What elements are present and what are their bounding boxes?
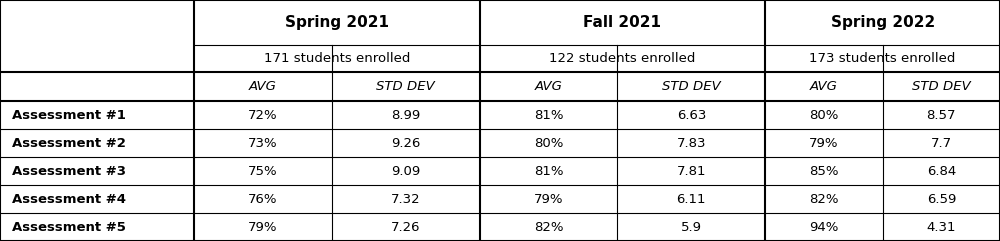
Text: STD DEV: STD DEV	[376, 80, 435, 93]
Text: Assessment #5: Assessment #5	[12, 221, 126, 234]
Text: 6.63: 6.63	[677, 109, 706, 122]
Text: Spring 2022: Spring 2022	[831, 15, 935, 30]
Text: 94%: 94%	[809, 221, 839, 234]
Text: 72%: 72%	[248, 109, 278, 122]
Text: 122 students enrolled: 122 students enrolled	[549, 52, 696, 65]
Text: 85%: 85%	[809, 165, 839, 178]
Text: STD DEV: STD DEV	[662, 80, 721, 93]
Text: 8.99: 8.99	[391, 109, 420, 122]
Text: 171 students enrolled: 171 students enrolled	[264, 52, 410, 65]
Text: 6.11: 6.11	[677, 193, 706, 206]
Text: 75%: 75%	[248, 165, 278, 178]
Text: 82%: 82%	[534, 221, 563, 234]
Text: 80%: 80%	[534, 137, 563, 150]
Text: 5.9: 5.9	[681, 221, 702, 234]
Text: 7.7: 7.7	[931, 137, 952, 150]
Text: 9.09: 9.09	[391, 165, 420, 178]
Text: Assessment #4: Assessment #4	[12, 193, 126, 206]
Text: 73%: 73%	[248, 137, 278, 150]
Text: AVG: AVG	[249, 80, 277, 93]
Text: 79%: 79%	[248, 221, 278, 234]
Text: 76%: 76%	[248, 193, 278, 206]
Text: 81%: 81%	[534, 165, 563, 178]
Text: 6.59: 6.59	[927, 193, 956, 206]
Text: 9.26: 9.26	[391, 137, 420, 150]
Text: 79%: 79%	[534, 193, 563, 206]
Text: 7.32: 7.32	[391, 193, 420, 206]
Text: Assessment #1: Assessment #1	[12, 109, 126, 122]
Text: 6.84: 6.84	[927, 165, 956, 178]
Text: Fall 2021: Fall 2021	[583, 15, 661, 30]
Text: 4.31: 4.31	[927, 221, 956, 234]
Text: Spring 2021: Spring 2021	[285, 15, 389, 30]
Text: 7.81: 7.81	[677, 165, 706, 178]
Text: 8.57: 8.57	[927, 109, 956, 122]
Text: 7.83: 7.83	[677, 137, 706, 150]
Text: 79%: 79%	[809, 137, 839, 150]
Text: 173 students enrolled: 173 students enrolled	[809, 52, 956, 65]
Text: STD DEV: STD DEV	[912, 80, 971, 93]
Text: AVG: AVG	[535, 80, 562, 93]
Text: Assessment #3: Assessment #3	[12, 165, 126, 178]
Text: 7.26: 7.26	[391, 221, 420, 234]
Text: Assessment #2: Assessment #2	[12, 137, 126, 150]
Text: AVG: AVG	[810, 80, 838, 93]
Text: 81%: 81%	[534, 109, 563, 122]
Text: 82%: 82%	[809, 193, 839, 206]
Text: 80%: 80%	[809, 109, 839, 122]
